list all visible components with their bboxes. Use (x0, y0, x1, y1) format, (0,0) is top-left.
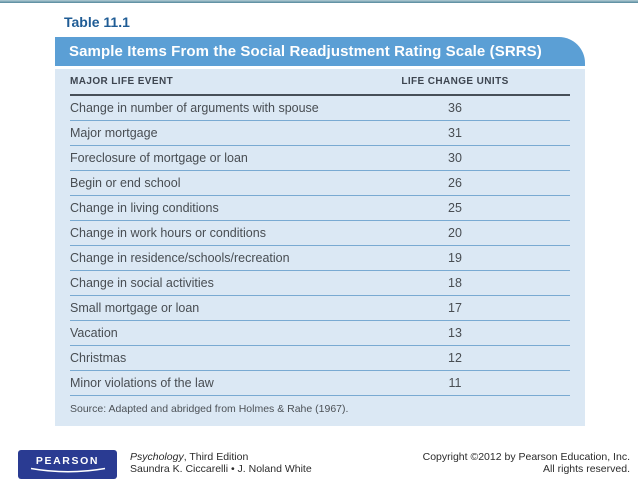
units-cell: 25 (448, 201, 462, 215)
table-title: Sample Items From the Social Readjustmen… (69, 43, 542, 60)
event-cell: Christmas (70, 351, 127, 365)
table-rows: Change in number of arguments with spous… (70, 96, 570, 396)
event-cell: Change in living conditions (70, 201, 219, 215)
units-cell: 30 (448, 151, 462, 165)
units-cell: 17 (448, 301, 462, 315)
footer-divider (0, 0, 638, 3)
table-body: MAJOR LIFE EVENT LIFE CHANGE UNITS Chang… (55, 69, 585, 426)
pearson-logo: PEARSON (18, 450, 117, 479)
book-title: Psychology (130, 451, 184, 463)
copyright-line2: All rights reserved. (543, 463, 630, 475)
event-cell: Foreclosure of mortgage or loan (70, 151, 248, 165)
table-row: Change in number of arguments with spous… (70, 96, 570, 121)
event-cell: Change in work hours or conditions (70, 226, 266, 240)
units-cell: 11 (448, 376, 462, 390)
units-cell: 12 (448, 351, 462, 365)
event-cell: Minor violations of the law (70, 376, 214, 390)
event-cell: Vacation (70, 326, 118, 340)
table-row: Small mortgage or loan 17 (70, 296, 570, 321)
units-cell: 18 (448, 276, 462, 290)
units-cell: 26 (448, 176, 462, 190)
units-cell: 20 (448, 226, 462, 240)
column-header-event: MAJOR LIFE EVENT (70, 76, 174, 87)
table-row: Major mortgage 31 (70, 121, 570, 146)
table-row: Minor violations of the law 11 (70, 371, 570, 396)
event-cell: Change in social activities (70, 276, 214, 290)
table-title-bar: Sample Items From the Social Readjustmen… (55, 37, 585, 66)
table-row: Change in living conditions 25 (70, 196, 570, 221)
book-authors: Saundra K. Ciccarelli • J. Noland White (130, 463, 312, 475)
units-cell: 31 (448, 126, 462, 140)
table-source-note: Source: Adapted and abridged from Holmes… (70, 403, 349, 415)
book-info: Psychology, Third Edition Saundra K. Cic… (130, 451, 312, 475)
table-row: Change in social activities 18 (70, 271, 570, 296)
column-header-units: LIFE CHANGE UNITS (401, 76, 509, 87)
table-row: Change in work hours or conditions 20 (70, 221, 570, 246)
table-number-label: Table 11.1 (64, 14, 130, 30)
event-cell: Change in number of arguments with spous… (70, 101, 319, 115)
event-cell: Change in residence/schools/recreation (70, 251, 290, 265)
event-cell: Small mortgage or loan (70, 301, 200, 315)
book-edition: , Third Edition (183, 451, 249, 463)
table-row: Change in residence/schools/recreation 19 (70, 246, 570, 271)
table-row: Vacation 13 (70, 321, 570, 346)
table-row: Foreclosure of mortgage or loan 30 (70, 146, 570, 171)
pearson-logo-arc-icon (30, 467, 105, 472)
event-cell: Major mortgage (70, 126, 158, 140)
copyright-notice: Copyright ©2012 by Pearson Education, In… (423, 451, 630, 475)
srrs-table: Sample Items From the Social Readjustmen… (55, 37, 585, 426)
units-cell: 13 (448, 326, 462, 340)
units-cell: 19 (448, 251, 462, 265)
copyright-line1: Copyright ©2012 by Pearson Education, In… (422, 451, 630, 463)
book-title-line: Psychology, Third Edition (130, 451, 312, 463)
table-row: Begin or end school 26 (70, 171, 570, 196)
table-row: Christmas 12 (70, 346, 570, 371)
column-header-row: MAJOR LIFE EVENT LIFE CHANGE UNITS (70, 69, 570, 96)
event-cell: Begin or end school (70, 176, 181, 190)
units-cell: 36 (448, 101, 462, 115)
pearson-logo-text: PEARSON (35, 454, 100, 467)
